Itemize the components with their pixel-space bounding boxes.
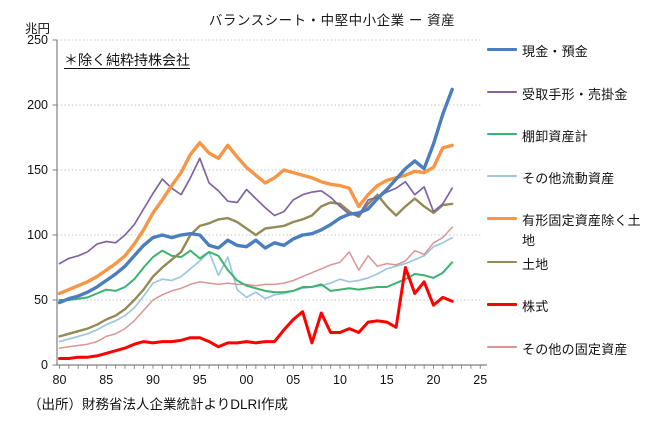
x-axis-label: 90 bbox=[146, 373, 160, 387]
legend-label: 現金・預金 bbox=[522, 44, 589, 59]
series-line-inventory bbox=[58, 249, 454, 301]
x-axis-label: 15 bbox=[379, 373, 394, 387]
legend-item-tangible-fixed-ex-land: 有形固定資産除く土地 bbox=[487, 211, 642, 251]
legend-line-swatch bbox=[487, 48, 517, 52]
series-line-notes-receivable bbox=[58, 157, 454, 265]
y-axis-label: 250 bbox=[27, 33, 48, 47]
x-axis-label: 95 bbox=[192, 373, 207, 387]
y-axis-label: 50 bbox=[34, 293, 48, 307]
x-axis-label: 80 bbox=[52, 373, 67, 387]
legend-label: 棚卸資産計 bbox=[522, 129, 589, 144]
legend-label: 土地 bbox=[522, 257, 549, 272]
legend-line-swatch bbox=[487, 217, 517, 221]
legend: 現金・預金受取手形・売掛金 棚卸資産計その他流動資産有形固定資産除く土地土地株式そ… bbox=[487, 0, 663, 422]
legend-label: 受取手形・売掛金 bbox=[522, 87, 628, 102]
legend-line-swatch bbox=[487, 133, 517, 135]
series-line-land bbox=[58, 193, 454, 338]
legend-item-land: 土地 bbox=[487, 255, 642, 275]
legend-line-swatch bbox=[487, 346, 517, 348]
legend-line-swatch bbox=[487, 261, 517, 264]
legend-label: その他の固定資産 bbox=[522, 342, 628, 357]
annotation-note: ＊除く純粋持株会社 bbox=[64, 52, 190, 68]
legend-item-other-fixed-assets: その他の固定資産 bbox=[487, 340, 642, 360]
series-line-cash-deposits bbox=[57, 87, 454, 305]
y-axis-label: 0 bbox=[41, 358, 48, 372]
series-line-other-current-assets bbox=[58, 236, 454, 343]
legend-line-swatch bbox=[487, 175, 517, 177]
y-axis-label: 200 bbox=[27, 98, 48, 112]
legend-item-stocks: 株式 bbox=[487, 297, 642, 317]
axis-lines bbox=[56, 40, 487, 366]
legend-item-other-current-assets: その他流動資産 bbox=[487, 169, 642, 189]
x-axis-label: 25 bbox=[473, 373, 488, 387]
y-axis-unit-label: 兆円 bbox=[25, 22, 51, 36]
series-line-other-fixed-assets bbox=[58, 226, 453, 349]
x-axis-label: 85 bbox=[99, 373, 114, 387]
legend-item-notes-receivable: 受取手形・売掛金 bbox=[487, 85, 642, 105]
source-note: （出所）財務省法人企業統計よりDLRI作成 bbox=[28, 397, 288, 412]
series-line-tangible-fixed-ex-land bbox=[57, 140, 454, 296]
legend-line-swatch bbox=[487, 91, 517, 93]
x-axis-label: 10 bbox=[333, 373, 347, 387]
legend-line-swatch bbox=[487, 303, 517, 306]
y-axis-label: 150 bbox=[27, 163, 48, 177]
legend-label: 有形固定資産除く土地 bbox=[522, 213, 641, 248]
x-axis-label: 00 bbox=[239, 373, 254, 387]
x-axis-label: 20 bbox=[426, 373, 441, 387]
legend-item-cash-deposits: 現金・預金 bbox=[487, 42, 642, 62]
legend-label: 株式 bbox=[522, 299, 549, 314]
y-axis-label: 100 bbox=[27, 228, 48, 242]
legend-label: その他流動資産 bbox=[522, 171, 615, 186]
series-line-stocks bbox=[58, 266, 454, 360]
legend-item-inventory: 棚卸資産計 bbox=[487, 127, 642, 147]
x-axis-label: 05 bbox=[286, 373, 301, 387]
chart-title: バランスシート・中堅中小企業 ー 資産 bbox=[208, 13, 456, 28]
